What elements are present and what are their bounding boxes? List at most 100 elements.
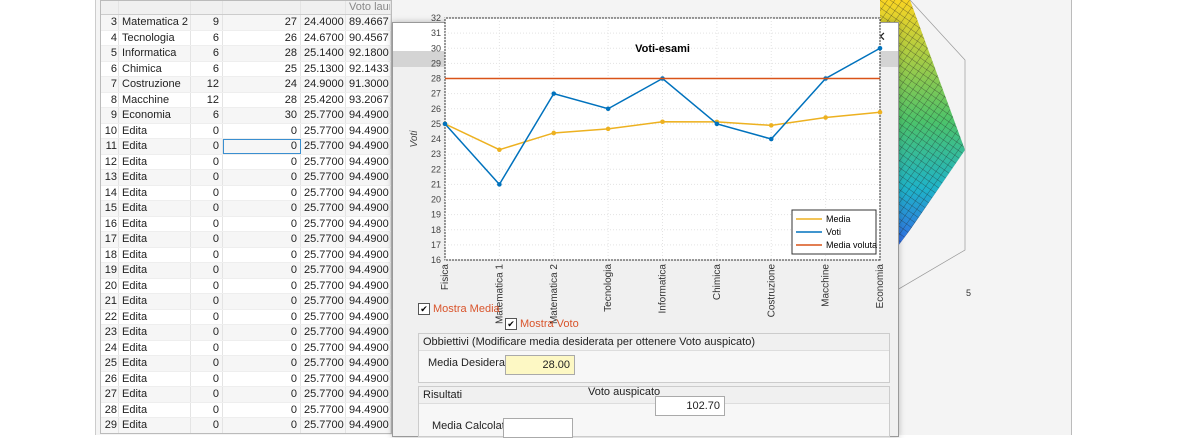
cfu-cell[interactable]: 0: [191, 247, 223, 262]
table-row[interactable]: 15 Edita 0 0 25.7700 94.4900: [101, 201, 391, 217]
voto-laurea-cell[interactable]: 94.4900: [346, 247, 391, 262]
cfu-cell[interactable]: 0: [191, 340, 223, 355]
media-cell[interactable]: 25.7700: [301, 108, 346, 123]
exam-name-cell[interactable]: Edita: [119, 340, 191, 355]
table-row[interactable]: 12 Edita 0 0 25.7700 94.4900: [101, 154, 391, 170]
media-cell[interactable]: 25.1300: [301, 61, 346, 76]
exam-name-cell[interactable]: Edita: [119, 371, 191, 386]
voto-cell[interactable]: 0: [223, 170, 301, 185]
exam-name-cell[interactable]: Edita: [119, 123, 191, 138]
media-cell[interactable]: 25.4200: [301, 92, 346, 107]
voto-cell[interactable]: 0: [223, 402, 301, 417]
voto-laurea-cell[interactable]: 94.4900: [346, 371, 391, 386]
table-row[interactable]: 24 Edita 0 0 25.7700 94.4900: [101, 340, 391, 356]
voto-laurea-cell[interactable]: 94.4900: [346, 418, 391, 433]
voto-laurea-cell[interactable]: 94.4900: [346, 154, 391, 169]
media-cell[interactable]: 25.7700: [301, 340, 346, 355]
exam-name-cell[interactable]: Edita: [119, 154, 191, 169]
exam-name-cell[interactable]: Edita: [119, 387, 191, 402]
table-row[interactable]: 18 Edita 0 0 25.7700 94.4900: [101, 247, 391, 263]
voto-cell[interactable]: 0: [223, 278, 301, 293]
voto-laurea-cell[interactable]: 94.4900: [346, 278, 391, 293]
voto-laurea-cell[interactable]: 94.4900: [346, 216, 391, 231]
cfu-cell[interactable]: 6: [191, 30, 223, 45]
table-row[interactable]: 21 Edita 0 0 25.7700 94.4900: [101, 294, 391, 310]
media-cell[interactable]: 25.7700: [301, 232, 346, 247]
voto-laurea-cell[interactable]: 94.4900: [346, 387, 391, 402]
cfu-cell[interactable]: 0: [191, 154, 223, 169]
media-cell[interactable]: 25.1400: [301, 46, 346, 61]
voto-cell[interactable]: 0: [223, 216, 301, 231]
exam-name-cell[interactable]: Edita: [119, 309, 191, 324]
exam-name-cell[interactable]: Edita: [119, 278, 191, 293]
table-row[interactable]: 6 Chimica 6 25 25.1300 92.1433: [101, 61, 391, 77]
exam-name-cell[interactable]: Costruzione: [119, 77, 191, 92]
cfu-cell[interactable]: 0: [191, 309, 223, 324]
voto-cell[interactable]: 27: [223, 15, 301, 30]
exam-name-cell[interactable]: Edita: [119, 139, 191, 154]
media-cell[interactable]: 25.7700: [301, 170, 346, 185]
cfu-cell[interactable]: 0: [191, 185, 223, 200]
media-cell[interactable]: 25.7700: [301, 294, 346, 309]
exam-name-cell[interactable]: Edita: [119, 170, 191, 185]
voto-laurea-cell[interactable]: 94.4900: [346, 263, 391, 278]
voto-laurea-cell[interactable]: 94.4900: [346, 356, 391, 371]
table-row[interactable]: 10 Edita 0 0 25.7700 94.4900: [101, 123, 391, 139]
voto-cell[interactable]: 0: [223, 387, 301, 402]
table-row[interactable]: 9 Economia 6 30 25.7700 94.4900: [101, 108, 391, 124]
voto-cell[interactable]: 0: [223, 371, 301, 386]
voto-laurea-cell[interactable]: 91.3000: [346, 77, 391, 92]
media-cell[interactable]: 25.7700: [301, 263, 346, 278]
cfu-cell[interactable]: 0: [191, 402, 223, 417]
voto-cell[interactable]: 28: [223, 92, 301, 107]
voto-laurea-cell[interactable]: 94.4900: [346, 139, 391, 154]
voto-cell[interactable]: 0: [223, 201, 301, 216]
exam-name-cell[interactable]: Edita: [119, 185, 191, 200]
table-row[interactable]: 7 Costruzione 12 24 24.9000 91.3000: [101, 77, 391, 93]
media-desiderata-input[interactable]: [505, 355, 575, 375]
media-cell[interactable]: 25.7700: [301, 139, 346, 154]
cfu-cell[interactable]: 0: [191, 418, 223, 433]
cfu-cell[interactable]: 6: [191, 46, 223, 61]
media-cell[interactable]: 25.7700: [301, 325, 346, 340]
media-cell[interactable]: 25.7700: [301, 278, 346, 293]
media-cell[interactable]: 25.7700: [301, 247, 346, 262]
media-cell[interactable]: 25.7700: [301, 371, 346, 386]
table-row[interactable]: 13 Edita 0 0 25.7700 94.4900: [101, 170, 391, 186]
exam-name-cell[interactable]: Edita: [119, 356, 191, 371]
voto-cell[interactable]: 0: [223, 263, 301, 278]
voto-laurea-cell[interactable]: 94.4900: [346, 294, 391, 309]
table-row[interactable]: 27 Edita 0 0 25.7700 94.4900: [101, 387, 391, 403]
cfu-cell[interactable]: 0: [191, 201, 223, 216]
table-row[interactable]: 26 Edita 0 0 25.7700 94.4900: [101, 371, 391, 387]
voto-laurea-cell[interactable]: 92.1433: [346, 61, 391, 76]
exam-name-cell[interactable]: Chimica: [119, 61, 191, 76]
voto-laurea-cell[interactable]: 94.4900: [346, 170, 391, 185]
voto-cell[interactable]: 0: [223, 154, 301, 169]
table-row[interactable]: 29 Edita 0 0 25.7700 94.4900: [101, 418, 391, 433]
voto-cell[interactable]: 0: [223, 325, 301, 340]
cfu-cell[interactable]: 0: [191, 216, 223, 231]
voto-laurea-cell[interactable]: 94.4900: [346, 232, 391, 247]
exam-name-cell[interactable]: Economia: [119, 108, 191, 123]
voto-laurea-cell[interactable]: 94.4900: [346, 340, 391, 355]
voto-laurea-cell[interactable]: 94.4900: [346, 185, 391, 200]
cfu-cell[interactable]: 0: [191, 325, 223, 340]
cfu-cell[interactable]: 0: [191, 278, 223, 293]
voto-cell[interactable]: 25: [223, 61, 301, 76]
voto-laurea-cell[interactable]: 94.4900: [346, 123, 391, 138]
voto-laurea-cell[interactable]: 92.1800: [346, 46, 391, 61]
cfu-cell[interactable]: 0: [191, 294, 223, 309]
cfu-cell[interactable]: 12: [191, 92, 223, 107]
cfu-cell[interactable]: 0: [191, 139, 223, 154]
voto-cell[interactable]: 0: [223, 309, 301, 324]
voto-laurea-cell[interactable]: 93.2067: [346, 92, 391, 107]
voto-laurea-cell[interactable]: 94.4900: [346, 434, 391, 435]
media-cell[interactable]: 25.7700: [301, 402, 346, 417]
table-row[interactable]: 20 Edita 0 0 25.7700 94.4900: [101, 278, 391, 294]
exam-name-cell[interactable]: Tecnologia: [119, 30, 191, 45]
voto-laurea-cell[interactable]: 94.4900: [346, 309, 391, 324]
media-cell[interactable]: 24.9000: [301, 77, 346, 92]
